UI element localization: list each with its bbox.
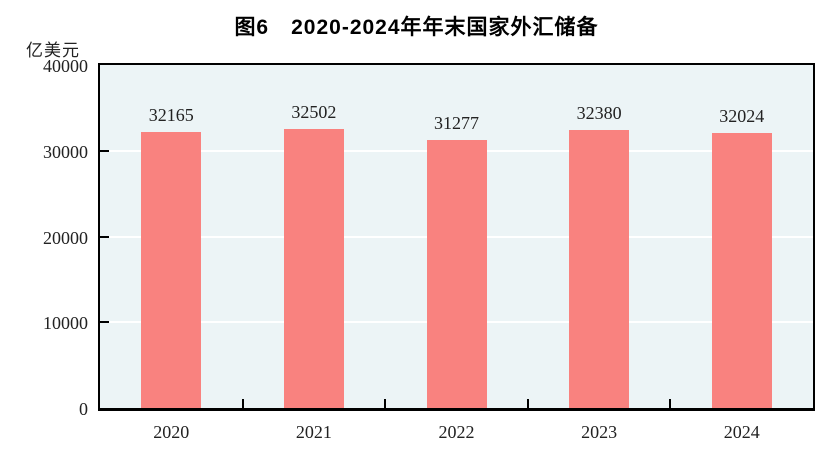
y-axis-tick	[100, 149, 109, 152]
bar-value-label: 32165	[148, 105, 194, 126]
bar-value-label: 32024	[719, 106, 765, 127]
bar-value-label: 32380	[576, 103, 622, 124]
x-axis-category-label: 2023	[581, 422, 618, 442]
chart-title: 图6 2020-2024年年末国家外汇储备	[234, 16, 599, 39]
bar	[426, 139, 487, 408]
bar-value-label: 32502	[291, 102, 337, 123]
x-axis-tick	[526, 399, 529, 408]
x-axis-tick	[384, 399, 387, 408]
bar-value-label: 31277	[434, 112, 479, 133]
x-axis-tick	[241, 399, 244, 408]
x-axis-tick	[669, 399, 672, 408]
x-axis-category-label: 2024	[723, 422, 760, 442]
x-axis-category-label: 2020	[153, 422, 190, 442]
bar	[711, 133, 772, 408]
bar	[569, 130, 630, 408]
y-axis-unit-label: 亿美元	[26, 41, 80, 60]
bar	[141, 132, 202, 408]
bar	[283, 129, 344, 408]
y-axis-tick-label: 10000	[43, 313, 88, 334]
y-axis-tick-label: 20000	[43, 227, 88, 248]
x-axis-category-label: 2021	[295, 422, 332, 442]
y-axis-tick	[100, 321, 109, 324]
y-axis-tick	[100, 235, 109, 238]
y-axis-tick-label: 30000	[43, 141, 88, 162]
y-axis-tick-label: 40000	[43, 56, 88, 76]
x-axis-category-label: 2022	[438, 422, 475, 442]
plot-area: 32165 32502 31277 32380 32024	[98, 63, 815, 411]
y-axis-tick-label: 0	[79, 399, 88, 419]
